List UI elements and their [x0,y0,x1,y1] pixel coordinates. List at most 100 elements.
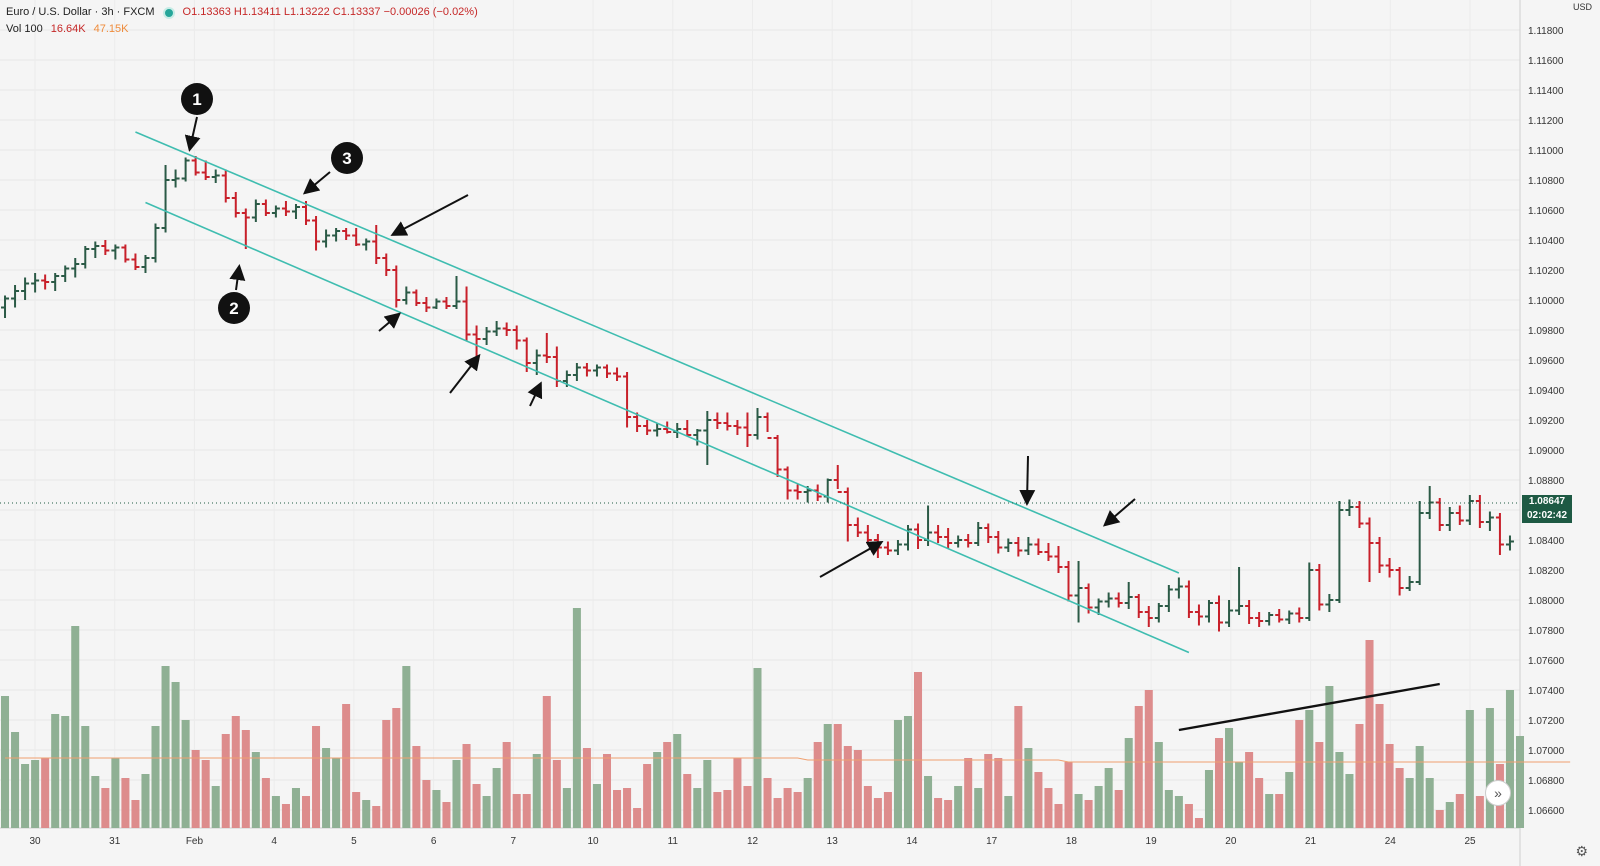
annotation-marker-label: 3 [342,149,351,168]
ohlc-bar [683,420,692,437]
ohlc-bar [984,523,993,543]
volume-bar [151,726,160,828]
ohlc-bar [181,157,190,182]
ohlc-bar [1,295,10,318]
ohlc-bar [312,216,321,251]
volume-bar [1405,778,1414,828]
ohlc-bar [462,286,471,341]
volume-bar [643,764,652,828]
scroll-to-realtime-button[interactable]: » [1485,780,1511,806]
ohlc-bar [362,238,371,251]
annotation-marker-label: 2 [229,299,238,318]
ohlc-bar [1144,606,1153,627]
ohlc-bar [753,408,762,440]
price-tick-label: 1.11800 [1528,26,1564,37]
ohlc-bar [1345,499,1354,516]
ohlc-bar [121,244,130,263]
volume-bar [562,788,571,828]
ohlc-bar [633,412,642,432]
volume-bar [482,796,491,828]
ohlc-bar [352,228,361,246]
ohlc-bar [231,192,240,218]
last-price: 1.08647 [1528,495,1566,507]
volume-bar [873,798,882,828]
volume-ma-line [5,757,1571,763]
volume-bar [141,774,150,828]
volume-bar [1375,704,1384,828]
ohlc-bar [1335,501,1344,603]
ohlc-bar [893,540,902,555]
ohlc-bar [1375,537,1384,573]
ohlc-bar [903,525,912,551]
volume-bar [1074,794,1083,828]
ohlc-bar [131,253,140,270]
ohlc-bar [1134,594,1143,618]
ohlc-values: O1.13363 H1.13411 L1.13222 C1.13337 −0.0… [182,6,478,18]
date-tick-label: Feb [186,836,204,847]
volume-bar [613,790,622,828]
volume-bar [893,720,902,828]
ohlc-bar [81,246,90,269]
volume-bar [1064,762,1073,828]
volume-label[interactable]: Vol 100 [6,23,43,35]
price-tick-label: 1.10000 [1528,296,1565,307]
ohlc-bar [291,204,300,219]
price-tick-label: 1.08800 [1528,476,1565,487]
ohlc-bar [1505,535,1514,551]
ohlc-bar [1445,507,1454,531]
price-tick-label: 1.11400 [1528,86,1564,97]
volume-bar [723,790,732,828]
volume-bar [51,714,60,828]
ohlc-bar [1054,546,1063,573]
ohlc-bar [1465,495,1474,525]
ohlc-bar [1014,537,1023,557]
symbol-title[interactable]: Euro / U.S. Dollar · 3h · FXCM [6,6,155,18]
volume-bar [1014,706,1023,828]
volume-bar [191,750,200,828]
ohlc-bar [1215,595,1224,632]
bar-countdown: 02:02:42 [1526,509,1568,521]
ohlc-bar [1114,592,1123,608]
ohlc-bar [1355,501,1364,528]
volume-bar [532,754,541,828]
ohlc-bar [1265,612,1274,626]
volume-bar [1265,794,1274,828]
volume-bar [512,794,521,828]
settings-icon[interactable]: ⚙ [1575,843,1588,859]
volume-bar [1315,742,1324,828]
ohlc-bar [783,466,792,500]
ohlc-bar [944,528,953,549]
ohlc-bar [382,253,391,276]
price-tick-label: 1.06800 [1528,776,1565,787]
price-tick-label: 1.07600 [1528,656,1565,667]
ohlc-bar [161,165,170,233]
volume-bar [261,778,270,828]
ohlc-bar [61,265,70,282]
volume-bar [161,666,170,828]
volume-bar [1184,804,1193,828]
ohlc-bar [211,169,220,183]
volume-bar [1325,686,1334,828]
volume-bar [442,802,451,828]
chart-legend: Euro / U.S. Dollar · 3h · FXCM O1.13363 … [6,4,478,38]
ohlc-bar [1275,609,1284,623]
volume-bar [131,800,140,828]
volume-bar [342,704,351,828]
volume-bar [1245,752,1254,828]
ohlc-bar [221,169,230,203]
fast-forward-icon: » [1494,785,1502,801]
volume-bar [1395,768,1404,828]
ohlc-bar [271,205,280,218]
ohlc-bar [1204,600,1213,623]
volume-bar [1485,708,1494,828]
volume-bar [492,768,501,828]
ohlc-bar [653,423,662,437]
ohlc-bar [974,522,983,546]
volume-bar [1144,690,1153,828]
volume-bar [733,758,742,828]
volume-bar [1385,744,1394,828]
ohlc-bar [492,321,501,336]
annotation-arrow [819,541,884,578]
